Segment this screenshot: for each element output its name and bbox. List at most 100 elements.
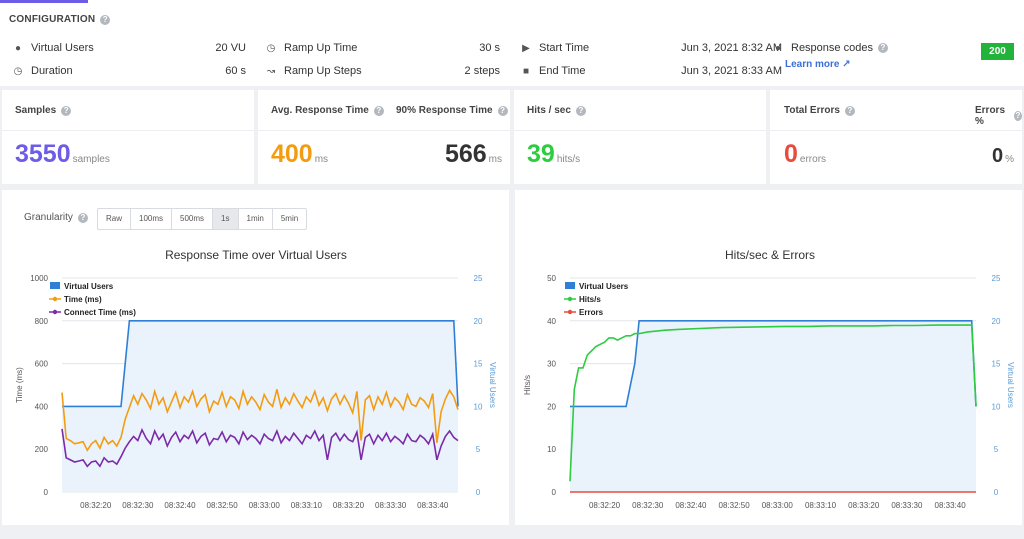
end-time-row: ■ End Time: [520, 65, 586, 77]
clock-icon: ◷: [13, 65, 23, 77]
hits-card: Hits / sec? 39 hits/s: [514, 90, 766, 184]
response-codes-row: ● Response codes?: [772, 42, 888, 54]
help-icon[interactable]: ?: [373, 105, 384, 116]
errors-pct-value: 0%: [991, 145, 1014, 167]
user-icon: ●: [14, 42, 22, 54]
help-icon[interactable]: ?: [497, 105, 508, 116]
series-line-1: [569, 324, 977, 482]
duration-row: ◷ Duration: [13, 65, 73, 77]
virtual-users-row: ● Virtual Users: [12, 42, 94, 54]
divider: [514, 130, 766, 131]
help-icon[interactable]: ?: [844, 105, 855, 116]
y2-tick-label: 0: [994, 488, 999, 497]
y2-tick-label: 15: [992, 360, 1001, 369]
y2-tick-label: 5: [476, 445, 481, 454]
avg-response-time-value: 400 ms: [271, 140, 329, 168]
stop-icon: ■: [522, 65, 530, 77]
divider: [770, 130, 1022, 131]
ramp-up-steps-value: 2 steps: [464, 65, 500, 77]
y2-tick-label: 0: [476, 488, 481, 497]
granularity-option-100ms[interactable]: 100ms: [131, 209, 173, 229]
help-icon[interactable]: ?: [877, 43, 888, 53]
y-tick-label: 600: [35, 360, 49, 369]
legend-label: Virtual Users: [579, 282, 629, 291]
end-time-value: Jun 3, 2021 8:33 AM: [681, 65, 782, 77]
help-icon[interactable]: ?: [61, 105, 72, 116]
x-tick-label: 08:33:30: [375, 501, 407, 510]
y-tick-label: 800: [35, 317, 49, 326]
samples-value: 3550 samples: [15, 140, 110, 168]
y2-tick-label: 10: [992, 402, 1001, 411]
legend-marker: [52, 296, 58, 302]
y2-tick-label: 25: [474, 274, 483, 283]
granularity-option-raw[interactable]: Raw: [98, 209, 132, 229]
y-tick-label: 400: [35, 402, 49, 411]
granularity-option-1s[interactable]: 1s: [213, 209, 239, 229]
configuration-panel: CONFIGURATION? ● Virtual Users 20 VU ◷ D…: [0, 0, 1024, 86]
x-tick-label: 08:32:20: [589, 501, 621, 510]
ramp-up-time-row: ◷ Ramp Up Time: [266, 42, 358, 54]
y-tick-label: 50: [547, 274, 556, 283]
y-tick-label: 200: [35, 445, 49, 454]
legend-marker: [52, 309, 58, 315]
dot-icon: ●: [774, 42, 782, 54]
legend-label: Time (ms): [64, 295, 102, 304]
hits-errors-chart: Hits/sec & Errors 0 10 20 30 40 50 0 5 10 15 20 25 08…: [523, 248, 1015, 510]
response-code-badge: 200: [981, 43, 1014, 60]
x-tick-label: 08:32:50: [207, 501, 239, 510]
y2-tick-label: 15: [474, 360, 483, 369]
granularity-option-1min[interactable]: 1min: [239, 209, 273, 229]
series-line-0: [62, 320, 459, 408]
legend-label: Connect Time (ms): [64, 308, 136, 317]
legend-label: Errors: [579, 308, 604, 317]
y-tick-label: 10: [547, 445, 556, 454]
x-tick-label: 08:33:30: [891, 501, 923, 510]
timer-icon: ◷: [266, 42, 276, 54]
y2-axis-label: Virtual Users: [488, 362, 497, 408]
granularity-option-500ms[interactable]: 500ms: [172, 209, 214, 229]
x-tick-label: 08:32:20: [80, 501, 112, 510]
duration-value: 60 s: [225, 65, 246, 77]
active-tab-indicator: [0, 0, 88, 3]
start-time-value: Jun 3, 2021 8:32 AM: [681, 42, 782, 54]
legend-swatch: [565, 282, 575, 289]
granularity-option-5min[interactable]: 5min: [280, 214, 299, 223]
y-axis-label: Hits/s: [523, 375, 532, 395]
virtual-users-area: [570, 320, 976, 492]
divider: [2, 130, 254, 131]
response-time-chart: Response Time over Virtual Users 0 200 400 6…: [15, 248, 497, 510]
y-tick-label: 0: [44, 488, 49, 497]
x-tick-label: 08:33:10: [805, 501, 837, 510]
y2-tick-label: 5: [994, 445, 999, 454]
learn-more-link[interactable]: Learn more ↗: [785, 59, 851, 70]
x-tick-label: 08:33:20: [333, 501, 365, 510]
ramp-up-time-value: 30 s: [479, 42, 500, 54]
x-tick-label: 08:32:40: [675, 501, 707, 510]
help-icon[interactable]: ?: [575, 105, 586, 116]
legend-marker: [567, 296, 573, 302]
y-axis-label: Time (ms): [15, 367, 24, 403]
help-icon[interactable]: ?: [1013, 111, 1022, 121]
y2-tick-label: 25: [992, 274, 1001, 283]
chart-title: Response Time over Virtual Users: [165, 248, 347, 262]
granularity-label: Granularity?: [24, 212, 88, 223]
external-link-icon: ↗: [842, 59, 851, 70]
series-line-2: [61, 427, 459, 468]
y-tick-label: 1000: [30, 274, 48, 283]
y-tick-label: 40: [547, 317, 556, 326]
errors-card: Total Errors? Errors %? 0 errors 0%: [770, 90, 1022, 184]
y-tick-label: 0: [552, 488, 557, 497]
legend-label: Hits/s: [579, 295, 601, 304]
help-icon[interactable]: ?: [100, 14, 111, 25]
p90-response-time-title: 90% Response Time?: [396, 105, 508, 116]
y2-axis-label: Virtual Users: [1006, 362, 1015, 408]
configuration-title: CONFIGURATION?: [9, 14, 111, 25]
divider: [258, 130, 510, 131]
granularity-selector[interactable]: Raw 100ms 500ms 1s 1min 5min: [97, 208, 308, 230]
series-line-1: [61, 388, 459, 452]
x-tick-label: 08:33:40: [935, 501, 967, 510]
legend-swatch: [50, 282, 60, 289]
x-tick-label: 08:33:40: [417, 501, 449, 510]
help-icon[interactable]: ?: [77, 212, 88, 223]
y2-tick-label: 20: [992, 317, 1001, 326]
